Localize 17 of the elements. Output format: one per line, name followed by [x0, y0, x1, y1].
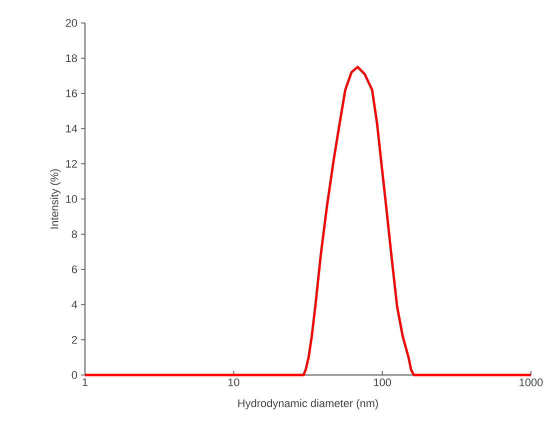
y-tick-label: 0: [72, 371, 78, 379]
x-axis-title: Hydrodynamic diameter (nm): [238, 399, 378, 410]
y-tick-label: 20: [66, 19, 78, 27]
x-tick-label: 100: [374, 378, 392, 386]
x-tick-label: 10: [228, 378, 240, 386]
y-tick-label: 2: [72, 336, 77, 344]
y-tick-label: 4: [72, 300, 78, 308]
y-tick-label: 10: [66, 195, 78, 203]
y-axis-title: Intensity (%): [50, 169, 60, 228]
y-tick-label: 16: [66, 90, 78, 98]
x-tick-label: 1000: [520, 378, 543, 386]
y-tick-label: 6: [72, 266, 78, 274]
y-tick-label: 14: [66, 124, 78, 132]
x-tick-label: 1: [82, 378, 88, 386]
y-tick-label: 12: [66, 160, 77, 168]
y-tick-label: 18: [66, 54, 78, 62]
y-tick-label: 8: [72, 230, 78, 238]
